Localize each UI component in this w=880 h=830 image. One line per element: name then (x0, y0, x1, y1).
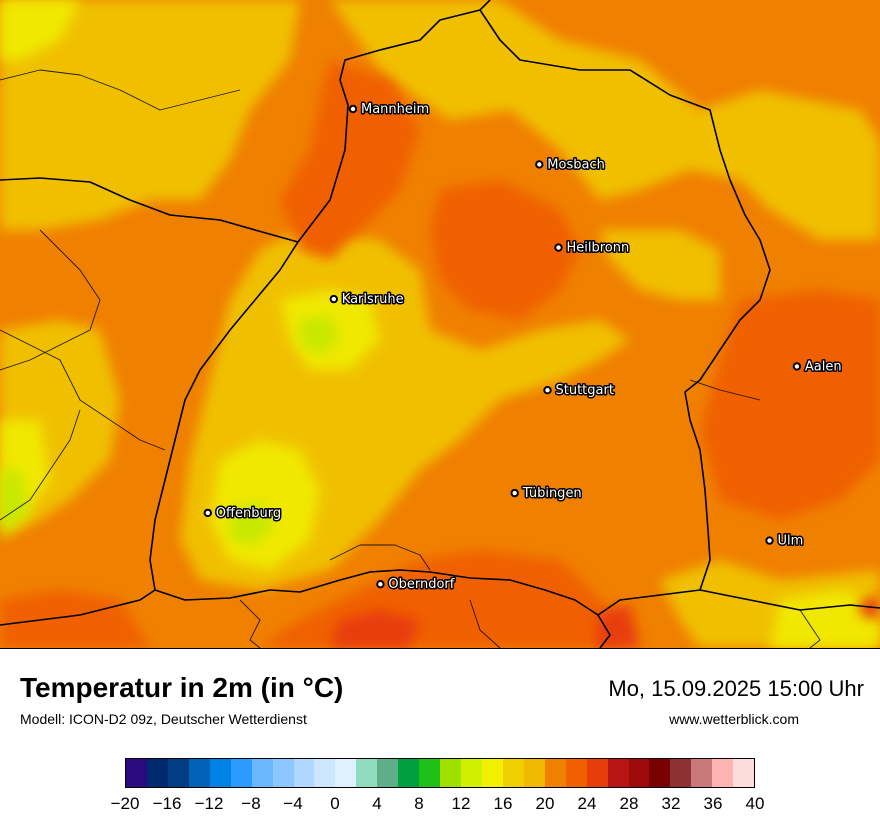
city-label: Stuttgart (556, 383, 614, 398)
legend-swatch (314, 759, 336, 787)
city-label: Karlsruhe (342, 292, 404, 307)
legend-swatch (586, 759, 608, 787)
legend-swatch (523, 759, 545, 787)
city-marker: Stuttgart (543, 382, 615, 400)
legend-tick-label: 36 (703, 794, 723, 813)
legend-swatch (628, 759, 650, 787)
city-marker: Heilbronn (554, 239, 631, 257)
model-source: Modell: ICON-D2 09z, Deutscher Wetterdie… (20, 711, 307, 727)
map-title: Temperatur in 2m (in °C) (20, 672, 344, 703)
legend-swatch (733, 759, 755, 787)
legend-tick-label: −8 (241, 794, 261, 813)
city-dot (203, 508, 213, 518)
legend-swatch (419, 759, 441, 787)
legend-tick-label: 0 (330, 794, 340, 813)
city-marker: Ulm (765, 532, 805, 550)
legend-tick-label: 28 (619, 794, 639, 813)
city-label: Offenburg (216, 506, 281, 521)
legend-swatch (398, 759, 420, 787)
legend-swatch (377, 759, 399, 787)
legend-tick-label: −4 (283, 794, 303, 813)
borders (0, 0, 880, 648)
legend-swatch (251, 759, 273, 787)
city-dot (543, 386, 552, 395)
legend-swatch (188, 759, 210, 787)
legend-tick-label: 20 (535, 794, 555, 813)
legend-swatch (293, 759, 315, 787)
city-label: Oberndorf (388, 577, 454, 592)
legend-swatch (607, 759, 629, 787)
legend-swatch (712, 759, 734, 787)
legend-tick-label: 32 (661, 794, 681, 813)
regional-borders (0, 69, 821, 648)
forecast-datetime: Mo, 15.09.2025 15:00 Uhr (608, 676, 864, 701)
legend-swatch (461, 759, 482, 787)
legend-tick-label: 8 (414, 794, 424, 813)
city-marker: Tübingen (510, 485, 583, 503)
legend-swatch (481, 759, 503, 787)
city-dot (348, 104, 358, 114)
legend-ticks: −20 −16 −12 −8 −4 0 4 8 12 16 20 24 28 32 36 40 (0, 790, 880, 820)
city-dot (535, 160, 544, 169)
city-marker: Mannheim (348, 101, 431, 119)
city-label: Aalen (805, 359, 842, 374)
legend-swatch (335, 759, 357, 787)
city-marker: Karlsruhe (329, 291, 405, 309)
legend-swatch (209, 759, 231, 787)
legend-swatch (440, 759, 461, 787)
city-label: Mannheim (361, 102, 429, 117)
legend-tick-label: −20 (110, 794, 140, 813)
legend-swatch (691, 759, 713, 787)
city-dot (765, 536, 774, 545)
city-dot (792, 362, 802, 371)
city-label: Mosbach (547, 157, 605, 172)
legend-swatch (502, 759, 524, 787)
city-dot (376, 580, 385, 589)
city-dot (554, 243, 563, 252)
legend-tick-label: 12 (451, 794, 471, 813)
legend-tick-label: 4 (372, 794, 382, 813)
legend-swatch (649, 759, 671, 787)
color-legend (125, 758, 755, 788)
legend-tick-label: 40 (745, 794, 765, 813)
city-marker: Aalen (792, 358, 843, 376)
legend-swatch (167, 759, 189, 787)
legend-swatch (565, 759, 587, 787)
legend-swatch (670, 759, 692, 787)
legend-swatch (544, 759, 566, 787)
legend-swatch (230, 759, 252, 787)
legend-swatch (272, 759, 294, 787)
city-marker: Offenburg (203, 504, 283, 522)
map-footer: Temperatur in 2m (in °C) Modell: ICON-D2… (0, 648, 880, 830)
city-markers: Mannheim Mosbach Heilbronn Karlsruhe Aalen St… (203, 101, 843, 594)
legend-tick-label: −12 (194, 794, 224, 813)
temperature-map: Mannheim Mosbach Heilbronn Karlsruhe Aalen St… (0, 0, 880, 649)
legend-swatch (126, 759, 147, 787)
city-dot (329, 294, 338, 304)
city-marker: Mosbach (535, 156, 606, 174)
city-marker: Oberndorf (376, 576, 456, 594)
city-label: Ulm (778, 534, 804, 549)
temperature-field (0, 0, 880, 648)
legend-tick-label: 24 (577, 794, 597, 813)
legend-tick-label: 16 (493, 794, 513, 813)
legend-swatch (146, 759, 168, 787)
city-dot (510, 488, 519, 498)
city-label: Heilbronn (567, 241, 630, 256)
city-label: Tübingen (522, 486, 582, 501)
legend-swatch (356, 759, 378, 787)
legend-tick-label: −16 (152, 794, 182, 813)
website-link[interactable]: www.wetterblick.com (669, 711, 799, 727)
